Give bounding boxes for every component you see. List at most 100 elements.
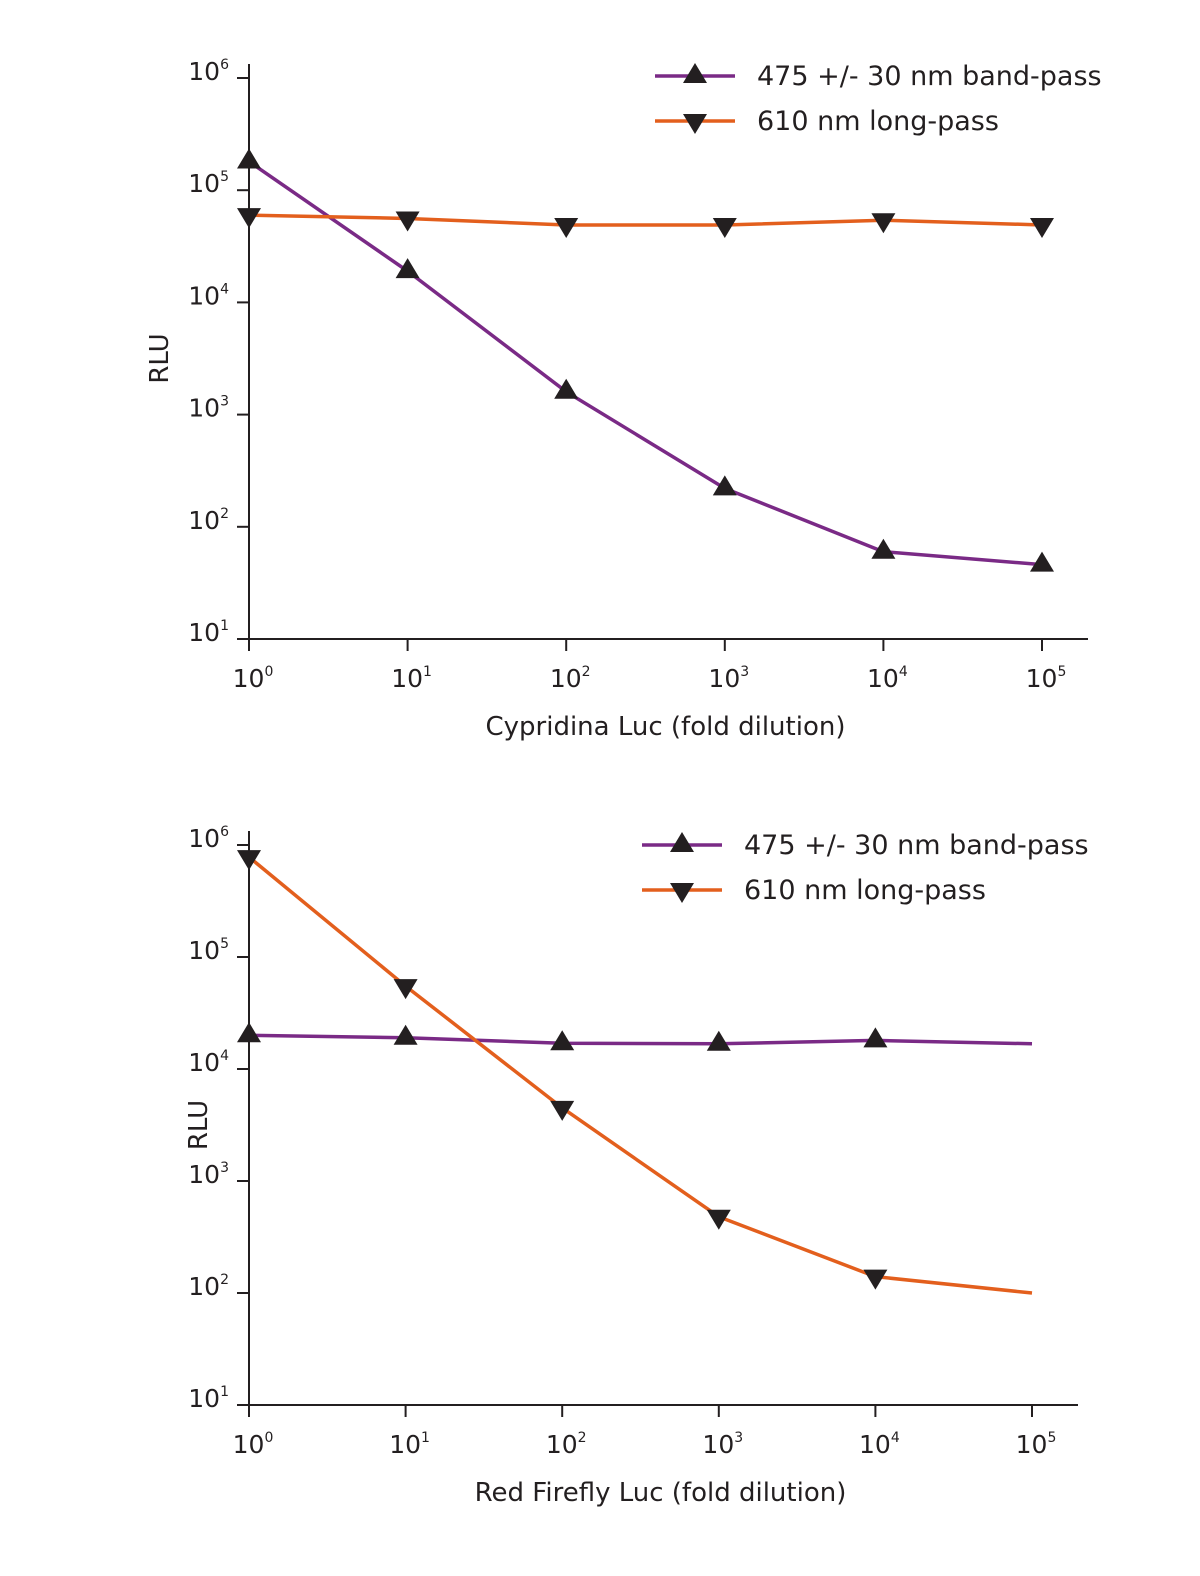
legend-marker-0 [670, 832, 694, 852]
y-tick-exponent: 1 [220, 1384, 229, 1400]
x-tick-exponent: 4 [891, 1430, 900, 1446]
y-tick-label: 105 [188, 936, 229, 965]
data-point-0 [712, 475, 737, 496]
x-tick-exponent: 2 [582, 664, 591, 680]
x-tick-exponent: 1 [423, 664, 432, 680]
x-tick-exponent: 3 [740, 664, 749, 680]
data-point-0 [871, 538, 896, 559]
x-tick-base: 10 [233, 664, 265, 693]
data-point-1 [554, 217, 579, 238]
x-tick-base: 10 [391, 664, 423, 693]
y-tick-exponent: 4 [220, 281, 229, 297]
x-tick-base: 10 [702, 1430, 734, 1459]
series-line-0 [248, 160, 1043, 567]
data-point-0 [237, 148, 261, 169]
y-tick-base: 10 [188, 1048, 220, 1077]
data-point-1 [393, 979, 418, 1000]
y-tick-label: 103 [188, 394, 229, 423]
y-tick-exponent: 1 [220, 618, 229, 634]
x-tick-exponent: 0 [264, 664, 273, 680]
x-tick-label: 101 [391, 664, 432, 693]
y-tick-exponent: 2 [220, 1272, 229, 1288]
y-tick-base: 10 [188, 1384, 220, 1413]
data-point-1 [871, 213, 896, 234]
y-tick-exponent: 3 [220, 1160, 229, 1176]
y-tick-base: 10 [188, 824, 220, 853]
x-tick-label: 105 [1026, 664, 1067, 693]
legend-marker-0 [683, 63, 707, 83]
data-point-0 [863, 1027, 888, 1048]
y-tick-label: 104 [188, 281, 229, 310]
data-point-0 [554, 378, 579, 399]
x-tick-base: 10 [389, 1430, 421, 1459]
y-axis-title: RLU [145, 333, 175, 383]
legend-label-1: 610 nm long-pass [744, 875, 986, 906]
y-tick-label: 102 [188, 1272, 229, 1301]
legend-label-1: 610 nm long-pass [757, 106, 999, 137]
y-tick-label: 106 [188, 824, 229, 853]
x-tick-label: 102 [546, 1430, 587, 1459]
data-point-0 [237, 1022, 261, 1043]
x-tick-label: 104 [859, 1430, 900, 1459]
y-tick-label: 104 [188, 1048, 229, 1077]
data-point-1 [712, 217, 737, 238]
y-tick-base: 10 [188, 281, 220, 310]
y-tick-base: 10 [188, 1160, 220, 1189]
x-tick-exponent: 3 [734, 1430, 743, 1446]
legend-marker-1 [670, 883, 694, 903]
x-tick-exponent: 1 [421, 1430, 430, 1446]
data-point-1 [550, 1100, 575, 1121]
series-line-1 [247, 855, 1033, 1295]
x-tick-exponent: 0 [264, 1430, 273, 1446]
x-axis-title: Cypridina Luc (fold dilution) [485, 712, 845, 742]
x-tick-base: 10 [1016, 1430, 1048, 1459]
series-line-1 [248, 213, 1043, 227]
x-tick-label: 100 [233, 1430, 274, 1459]
x-tick-label: 104 [867, 664, 908, 693]
legend-label-0: 475 +/- 30 nm band-pass [757, 61, 1102, 92]
y-tick-exponent: 6 [220, 824, 229, 840]
x-tick-base: 10 [546, 1430, 578, 1459]
y-tick-base: 10 [188, 1272, 220, 1301]
x-tick-label: 101 [389, 1430, 430, 1459]
y-tick-base: 10 [188, 169, 220, 198]
data-point-1 [1030, 217, 1054, 238]
y-tick-exponent: 3 [220, 394, 229, 410]
y-tick-base: 10 [188, 57, 220, 86]
data-point-0 [393, 1024, 418, 1045]
data-point-1 [237, 208, 261, 229]
x-tick-exponent: 2 [578, 1430, 587, 1446]
x-tick-label: 105 [1016, 1430, 1057, 1459]
y-tick-exponent: 2 [220, 506, 229, 522]
x-tick-exponent: 4 [899, 664, 908, 680]
y-tick-exponent: 5 [220, 936, 229, 952]
y-tick-label: 105 [188, 169, 229, 198]
data-point-1 [863, 1269, 888, 1290]
data-point-1 [395, 211, 420, 232]
data-point-0 [550, 1030, 575, 1051]
data-point-0 [395, 258, 420, 279]
legend-label-0: 475 +/- 30 nm band-pass [744, 830, 1089, 861]
y-tick-label: 101 [188, 618, 229, 647]
x-tick-label: 103 [702, 1430, 743, 1459]
y-tick-exponent: 5 [220, 169, 229, 185]
x-tick-base: 10 [1026, 664, 1058, 693]
y-tick-exponent: 6 [220, 57, 229, 73]
series-line-0 [248, 1033, 1033, 1046]
data-point-1 [237, 850, 261, 871]
y-tick-label: 101 [188, 1384, 229, 1413]
x-axis-title: Red Firefly Luc (fold dilution) [475, 1478, 847, 1508]
y-tick-label: 106 [188, 57, 229, 86]
x-tick-base: 10 [550, 664, 582, 693]
x-tick-exponent: 5 [1047, 1430, 1056, 1446]
y-tick-base: 10 [188, 394, 220, 423]
x-tick-base: 10 [233, 1430, 265, 1459]
x-tick-base: 10 [859, 1430, 891, 1459]
y-tick-base: 10 [188, 618, 220, 647]
y-tick-label: 102 [188, 506, 229, 535]
x-tick-exponent: 5 [1057, 664, 1066, 680]
y-tick-base: 10 [188, 936, 220, 965]
y-tick-base: 10 [188, 506, 220, 535]
